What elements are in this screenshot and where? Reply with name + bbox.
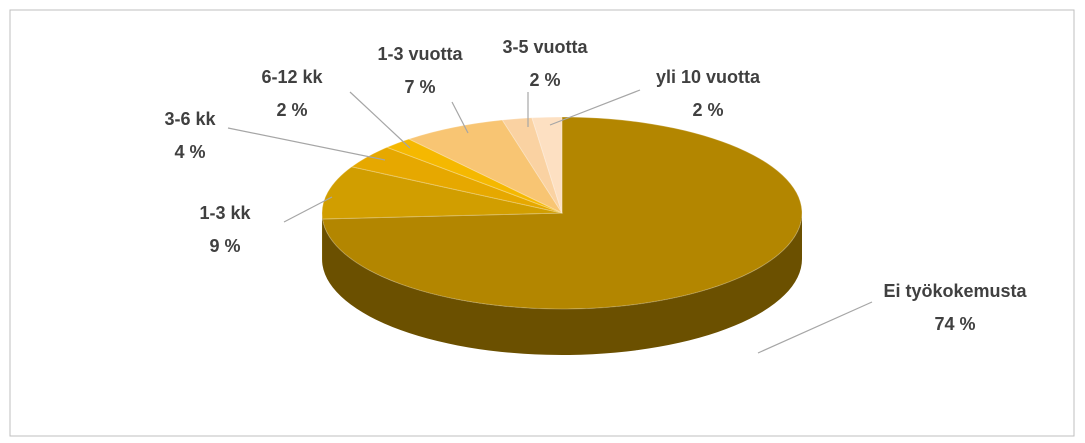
- pie-slice: [321, 116, 803, 310]
- pie-slice: [321, 166, 563, 220]
- pie-slice: [385, 138, 563, 214]
- leader-line: [451, 101, 469, 134]
- leader-line: [227, 127, 386, 161]
- leader-line: [283, 196, 333, 223]
- slice-value: 2 %: [276, 100, 307, 120]
- slice-label: 1-3 kk: [199, 203, 251, 223]
- slice-label: 1-3 vuotta: [377, 44, 463, 64]
- slice-value: 9 %: [209, 236, 240, 256]
- leader-line: [549, 89, 641, 126]
- slice-value: 4 %: [174, 142, 205, 162]
- slice-label: Ei työkokemusta: [883, 281, 1027, 301]
- slice-value: 7 %: [404, 77, 435, 97]
- slice-value: 2 %: [692, 100, 723, 120]
- slice-value: 74 %: [934, 314, 975, 334]
- pie-side: [322, 213, 802, 356]
- leader-line: [349, 91, 411, 149]
- pie-slice: [501, 117, 563, 214]
- slice-label: 3-6 kk: [164, 109, 216, 129]
- pie-slice: [531, 116, 563, 214]
- slice-label: 3-5 vuotta: [502, 37, 588, 57]
- slice-label: 6-12 kk: [261, 67, 323, 87]
- slice-label: yli 10 vuotta: [656, 67, 761, 87]
- pie-slice: [407, 119, 564, 215]
- slice-value: 2 %: [529, 70, 560, 90]
- leader-line: [757, 301, 873, 354]
